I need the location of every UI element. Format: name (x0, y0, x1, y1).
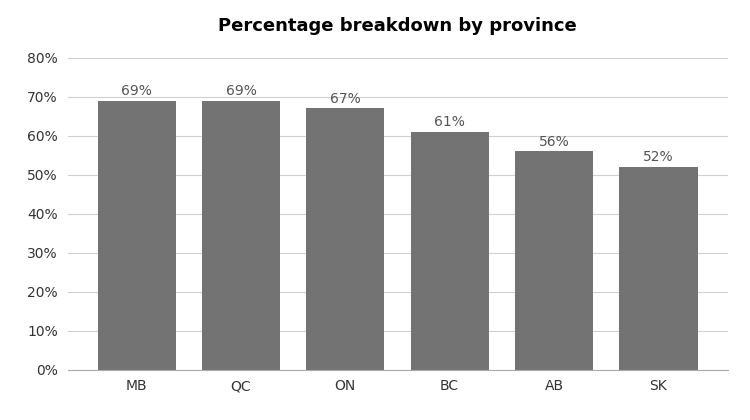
Text: 69%: 69% (226, 84, 256, 98)
Title: Percentage breakdown by province: Percentage breakdown by province (218, 17, 577, 35)
Bar (202, 100, 280, 370)
Bar (515, 151, 593, 370)
Bar (410, 132, 489, 370)
Text: 67%: 67% (330, 92, 361, 106)
Text: 69%: 69% (122, 84, 152, 98)
Bar (620, 167, 698, 370)
Bar (98, 100, 176, 370)
Text: 56%: 56% (538, 135, 569, 149)
Text: 52%: 52% (643, 150, 674, 165)
Text: 61%: 61% (434, 116, 465, 129)
Bar (306, 108, 385, 370)
